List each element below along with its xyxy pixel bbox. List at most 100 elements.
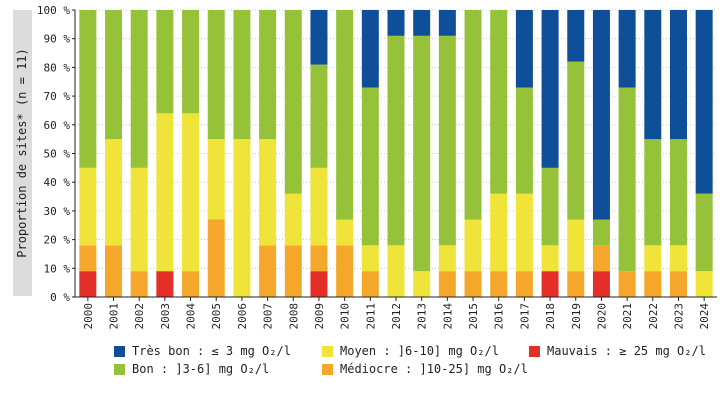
bar-segment-moyen-2001 [105,139,123,246]
bar-segment-mediocre-2000 [79,245,97,272]
bar-segment-bon-2001 [105,10,123,140]
x-tick-label: 2023 [672,303,685,330]
bar-segment-bon-2013 [413,35,431,272]
bar-segment-mediocre-2022 [644,271,662,297]
bar-segment-tres-2019 [567,10,585,62]
x-tick-label: 2009 [313,303,326,330]
legend-item-bon: Bon : ]3-6] mg O₂/l [114,362,269,376]
bar-segment-moyen-2006 [233,139,251,297]
bar-segment-bon-2024 [695,193,713,272]
x-tick-label: 2013 [416,303,429,330]
bar-segment-mauvais-2018 [541,271,559,297]
x-tick-label: 2002 [133,303,146,330]
bar-segment-bon-2020 [592,219,610,246]
bar-segment-tres-2020 [592,10,610,220]
bar-segment-moyen-2018 [541,245,559,272]
bar-segment-tres-2023 [669,10,687,140]
bar-segment-bon-2012 [387,35,405,246]
legend-label-mauvais: Mauvais : ≥ 25 mg O₂/l [547,344,706,358]
bar-segment-bon-2015 [464,10,482,220]
x-tick-label: 2004 [185,303,198,330]
bar-segment-mediocre-2019 [567,271,585,297]
bar-segment-moyen-2014 [438,245,456,272]
x-tick-label: 2017 [518,303,531,330]
bar-segment-bon-2018 [541,167,559,246]
x-tick-label: 2021 [621,303,634,330]
x-tick-label: 2015 [467,303,480,330]
bar-segment-mediocre-2008 [284,245,302,297]
bar-segment-mauvais-2009 [310,271,328,297]
bar-segment-moyen-2005 [207,139,225,220]
bar-segment-mediocre-2010 [336,245,354,297]
legend-label-bon: Bon : ]3-6] mg O₂/l [132,362,270,376]
legend-item-mauvais: Mauvais : ≥ 25 mg O₂/l [529,344,706,358]
bar-segment-bon-2022 [644,139,662,246]
x-tick-label: 2007 [262,303,275,330]
bar-segment-bon-2008 [284,10,302,194]
bar-segment-bon-2004 [182,10,200,114]
x-tick-label: 2006 [236,303,249,330]
bar-segment-moyen-2004 [182,113,200,272]
x-tick-label: 2020 [595,303,608,330]
legend-swatch-tres-bon [114,345,125,357]
bar-segment-mediocre-2017 [515,271,533,297]
x-tick-label: 2001 [108,303,121,330]
bar-segment-mediocre-2011 [361,271,379,297]
bar-segment-moyen-2002 [130,167,148,272]
x-tick-label: 2012 [390,303,403,330]
bar-segment-bon-2019 [567,61,585,220]
bar-segment-mauvais-2000 [79,271,97,297]
bar-segment-moyen-2023 [669,245,687,272]
bar-segment-tres-2018 [541,10,559,168]
x-tick-label: 2014 [441,303,454,330]
x-tick-label: 2019 [570,303,583,330]
y-tick-label: 50 % [44,148,71,161]
bar-segment-bon-2023 [669,139,687,246]
bar-segment-mediocre-2004 [182,271,200,297]
bar-segment-moyen-2007 [259,139,277,246]
x-tick-label: 2003 [159,303,172,330]
bar-segment-tres-2009 [310,10,328,65]
x-tick-label: 2022 [647,303,660,330]
bar-segment-bon-2002 [130,10,148,168]
bar-segment-moyen-2008 [284,193,302,246]
x-tick-label: 2024 [698,303,711,330]
bar-segment-bon-2007 [259,10,277,140]
bar-segment-tres-2011 [361,10,379,88]
bar-segment-moyen-2019 [567,219,585,272]
bar-segment-bon-2006 [233,10,251,140]
legend-swatch-mauvais [529,345,540,357]
bar-segment-mediocre-2002 [130,271,148,297]
y-tick-label: 40 % [44,176,71,189]
bar-segment-tres-2022 [644,10,662,140]
bar-segment-moyen-2015 [464,219,482,272]
legend-label-moyen: Moyen : ]6-10] mg O₂/l [340,344,499,358]
bar-segment-mauvais-2003 [156,271,174,297]
bar-segment-moyen-2022 [644,245,662,272]
x-tick-label: 2018 [544,303,557,330]
y-tick-label: 90 % [44,33,71,46]
y-tick-label: 70 % [44,90,71,103]
bar-segment-tres-2012 [387,10,405,36]
bar-segment-mediocre-2014 [438,271,456,297]
bar-segment-mediocre-2023 [669,271,687,297]
bar-segment-mediocre-2009 [310,245,328,272]
bar-segment-tres-2024 [695,10,713,194]
bar-segment-tres-2017 [515,10,533,88]
bar-segment-tres-2021 [618,10,636,88]
bar-segment-bon-2010 [336,10,354,220]
bar-segment-mediocre-2005 [207,219,225,297]
bar-segment-moyen-2003 [156,113,174,272]
bar-segment-bon-2014 [438,35,456,246]
bar-segment-tres-2013 [413,10,431,36]
bar-segment-moyen-2016 [490,193,508,272]
bar-segment-bon-2005 [207,10,225,140]
bar-segment-bon-2021 [618,87,636,272]
y-tick-label: 30 % [44,205,71,218]
bar-segment-mauvais-2020 [592,271,610,297]
bar-segment-moyen-2024 [695,271,713,297]
bar-segment-bon-2003 [156,10,174,114]
x-tick-label: 2016 [493,303,506,330]
bar-segment-bon-2016 [490,10,508,194]
